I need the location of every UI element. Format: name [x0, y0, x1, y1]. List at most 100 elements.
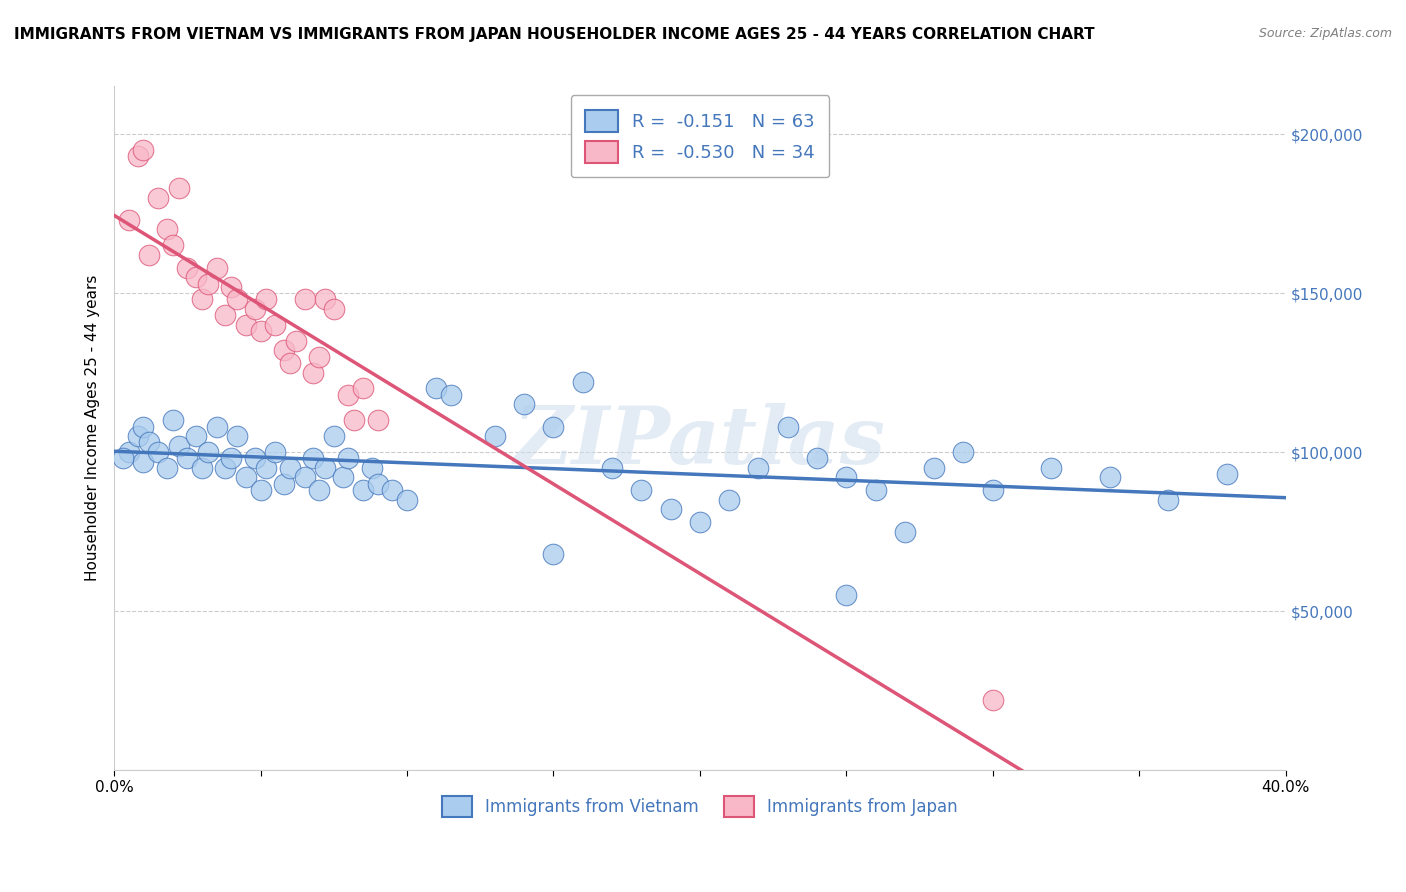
Point	[191, 293, 214, 307]
Point	[865, 483, 887, 498]
Point	[132, 419, 155, 434]
Point	[111, 451, 134, 466]
Point	[138, 435, 160, 450]
Point	[747, 461, 769, 475]
Point	[332, 470, 354, 484]
Point	[367, 476, 389, 491]
Legend: Immigrants from Vietnam, Immigrants from Japan: Immigrants from Vietnam, Immigrants from…	[436, 789, 965, 823]
Point	[440, 388, 463, 402]
Point	[1040, 461, 1063, 475]
Point	[221, 451, 243, 466]
Point	[284, 334, 307, 348]
Point	[294, 470, 316, 484]
Point	[273, 476, 295, 491]
Point	[197, 277, 219, 291]
Point	[162, 413, 184, 427]
Point	[197, 445, 219, 459]
Point	[264, 445, 287, 459]
Point	[352, 483, 374, 498]
Point	[361, 461, 384, 475]
Point	[264, 318, 287, 332]
Point	[425, 381, 447, 395]
Point	[835, 470, 858, 484]
Point	[256, 293, 278, 307]
Point	[337, 451, 360, 466]
Point	[146, 191, 169, 205]
Point	[308, 350, 330, 364]
Point	[776, 419, 799, 434]
Point	[484, 429, 506, 443]
Point	[381, 483, 404, 498]
Point	[249, 483, 271, 498]
Point	[278, 461, 301, 475]
Point	[322, 429, 344, 443]
Point	[952, 445, 974, 459]
Point	[806, 451, 828, 466]
Point	[146, 445, 169, 459]
Point	[118, 445, 141, 459]
Point	[167, 439, 190, 453]
Point	[156, 222, 179, 236]
Point	[367, 413, 389, 427]
Point	[337, 388, 360, 402]
Point	[302, 451, 325, 466]
Text: Source: ZipAtlas.com: Source: ZipAtlas.com	[1258, 27, 1392, 40]
Point	[256, 461, 278, 475]
Point	[127, 429, 149, 443]
Point	[718, 492, 741, 507]
Point	[176, 260, 198, 275]
Point	[221, 279, 243, 293]
Point	[659, 502, 682, 516]
Point	[243, 301, 266, 316]
Y-axis label: Householder Income Ages 25 - 44 years: Householder Income Ages 25 - 44 years	[86, 275, 100, 582]
Point	[835, 588, 858, 602]
Point	[314, 293, 336, 307]
Point	[1216, 467, 1239, 482]
Point	[132, 454, 155, 468]
Point	[226, 293, 249, 307]
Point	[235, 470, 257, 484]
Point	[214, 461, 236, 475]
Point	[243, 451, 266, 466]
Point	[543, 419, 565, 434]
Point	[235, 318, 257, 332]
Point	[308, 483, 330, 498]
Point	[186, 429, 208, 443]
Point	[162, 238, 184, 252]
Point	[314, 461, 336, 475]
Point	[396, 492, 419, 507]
Point	[630, 483, 652, 498]
Point	[600, 461, 623, 475]
Point	[894, 524, 917, 539]
Point	[214, 308, 236, 322]
Point	[118, 213, 141, 227]
Point	[981, 693, 1004, 707]
Point	[186, 270, 208, 285]
Point	[138, 248, 160, 262]
Point	[156, 461, 179, 475]
Point	[1157, 492, 1180, 507]
Point	[689, 515, 711, 529]
Point	[191, 461, 214, 475]
Point	[981, 483, 1004, 498]
Text: ZIPatlas: ZIPatlas	[513, 403, 886, 481]
Point	[132, 143, 155, 157]
Point	[571, 375, 593, 389]
Point	[176, 451, 198, 466]
Point	[543, 547, 565, 561]
Point	[167, 181, 190, 195]
Text: IMMIGRANTS FROM VIETNAM VS IMMIGRANTS FROM JAPAN HOUSEHOLDER INCOME AGES 25 - 44: IMMIGRANTS FROM VIETNAM VS IMMIGRANTS FR…	[14, 27, 1095, 42]
Point	[343, 413, 366, 427]
Point	[205, 260, 228, 275]
Point	[513, 397, 536, 411]
Point	[278, 356, 301, 370]
Point	[352, 381, 374, 395]
Point	[302, 366, 325, 380]
Point	[205, 419, 228, 434]
Point	[273, 343, 295, 358]
Point	[322, 301, 344, 316]
Point	[127, 149, 149, 163]
Point	[1098, 470, 1121, 484]
Point	[294, 293, 316, 307]
Point	[249, 324, 271, 338]
